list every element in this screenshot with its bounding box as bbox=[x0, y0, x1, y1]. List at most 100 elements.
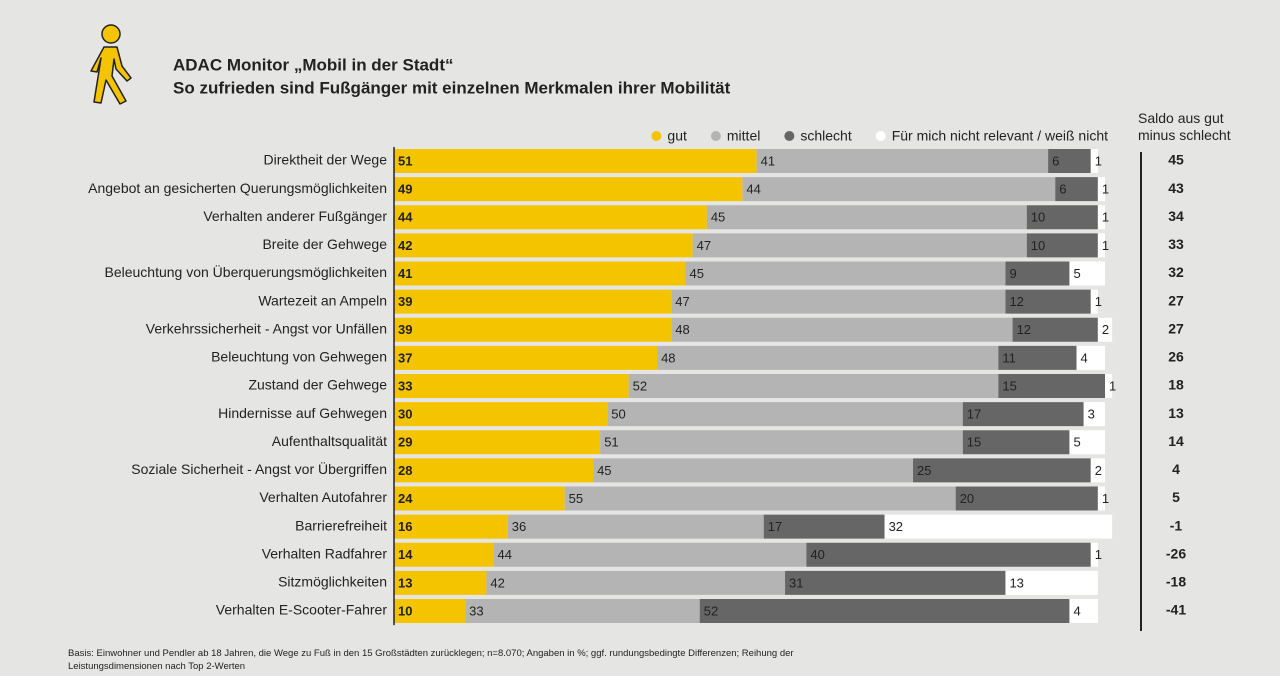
value-label: 2 bbox=[1102, 322, 1109, 337]
bar-segment bbox=[600, 430, 963, 455]
legend-label: gut bbox=[667, 128, 687, 144]
bar-segment bbox=[1069, 261, 1105, 286]
saldo-value: 45 bbox=[1168, 152, 1184, 168]
bar-segment bbox=[706, 205, 1027, 230]
bar-segment bbox=[806, 542, 1091, 567]
bar-segment bbox=[394, 177, 743, 202]
value-label: 44 bbox=[398, 210, 413, 225]
value-label: 5 bbox=[1073, 266, 1080, 281]
saldo-value: 5 bbox=[1172, 489, 1180, 505]
saldo-value: 27 bbox=[1168, 292, 1184, 308]
chart-subtitle: So zufrieden sind Fußgänger mit einzelne… bbox=[173, 78, 731, 97]
bar-segment bbox=[394, 402, 608, 427]
value-label: 12 bbox=[1009, 294, 1023, 309]
value-label: 39 bbox=[398, 322, 412, 337]
bar-segment bbox=[913, 458, 1091, 483]
saldo-value: -41 bbox=[1166, 602, 1186, 618]
value-label: 1 bbox=[1095, 294, 1102, 309]
legend-marker bbox=[710, 131, 721, 141]
category-label: Soziale Sicherheit - Angst vor Übergriff… bbox=[131, 460, 387, 477]
value-label: 11 bbox=[1002, 350, 1016, 365]
legend-marker bbox=[651, 131, 662, 141]
bar-segment bbox=[394, 261, 686, 286]
value-label: 44 bbox=[746, 182, 760, 197]
pedestrian-icon bbox=[90, 24, 132, 105]
bar-segment bbox=[394, 317, 672, 342]
bar-segment bbox=[1069, 430, 1105, 455]
category-label: Sitzmöglichkeiten bbox=[278, 574, 387, 590]
saldo-value: 43 bbox=[1168, 180, 1184, 196]
value-label: 1 bbox=[1102, 182, 1109, 197]
bar-segment bbox=[1083, 402, 1105, 427]
bar-segment bbox=[1005, 289, 1091, 314]
value-label: 1 bbox=[1095, 153, 1102, 168]
value-label: 45 bbox=[597, 463, 611, 478]
value-label: 10 bbox=[1031, 210, 1045, 225]
value-label: 30 bbox=[398, 407, 412, 422]
value-label: 33 bbox=[469, 603, 483, 618]
value-label: 1 bbox=[1102, 238, 1109, 253]
bar-segment bbox=[394, 289, 672, 314]
legend-label: mittel bbox=[727, 128, 760, 144]
bar-segment bbox=[742, 177, 1056, 202]
bar-segment bbox=[1090, 542, 1098, 567]
bar-segment bbox=[685, 261, 1006, 286]
value-label: 28 bbox=[398, 463, 412, 478]
bar-segment bbox=[394, 345, 658, 370]
value-label: 3 bbox=[1088, 407, 1095, 422]
legend-marker bbox=[784, 131, 795, 141]
value-label: 13 bbox=[398, 575, 412, 590]
bar-segment bbox=[394, 149, 757, 173]
value-label: 37 bbox=[398, 350, 412, 365]
value-label: 4 bbox=[1081, 350, 1088, 365]
value-label: 47 bbox=[697, 238, 711, 253]
bar-segment bbox=[564, 486, 956, 511]
bar-segment bbox=[394, 430, 601, 455]
value-label: 5 bbox=[1073, 435, 1080, 450]
bar-segment bbox=[394, 542, 494, 567]
legend-label: Für mich nicht relevant / weiß nicht bbox=[892, 128, 1108, 144]
bar-segment bbox=[394, 570, 487, 595]
bar-segment bbox=[1097, 317, 1113, 342]
value-label: 48 bbox=[661, 350, 675, 365]
value-label: 1 bbox=[1102, 491, 1109, 506]
value-label: 49 bbox=[398, 182, 412, 197]
bar-segment bbox=[593, 458, 914, 483]
bar-segment bbox=[493, 542, 807, 567]
category-label: Hindernisse auf Gehwegen bbox=[218, 405, 387, 421]
saldo-value: -26 bbox=[1166, 545, 1186, 561]
category-label: Direktheit der Wege bbox=[264, 152, 388, 168]
saldo-value: 34 bbox=[1168, 208, 1184, 224]
saldo-value: 18 bbox=[1168, 377, 1184, 393]
saldo-value: -1 bbox=[1170, 517, 1183, 533]
bar-segment bbox=[962, 402, 1084, 427]
value-label: 15 bbox=[1002, 378, 1016, 393]
category-label: Aufenthaltsqualität bbox=[272, 433, 387, 449]
category-label: Verhalten Radfahrer bbox=[262, 545, 388, 561]
value-label: 42 bbox=[398, 238, 412, 253]
bar-segment bbox=[671, 289, 1006, 314]
bar-segment bbox=[1026, 233, 1098, 258]
value-label: 12 bbox=[1017, 322, 1031, 337]
bar-segment bbox=[1105, 374, 1113, 398]
saldo-title: Saldo aus gut minus schlecht bbox=[1138, 110, 1231, 143]
value-label: 45 bbox=[711, 210, 725, 225]
bar-segment bbox=[1012, 317, 1098, 342]
value-label: 20 bbox=[960, 491, 974, 506]
value-label: 9 bbox=[1009, 266, 1016, 281]
bar-segment bbox=[394, 205, 707, 230]
bar-segment bbox=[1005, 261, 1070, 286]
bar-segment bbox=[394, 458, 594, 483]
bar-segment bbox=[394, 599, 466, 623]
value-label: 36 bbox=[512, 519, 526, 534]
category-label: Wartezeit an Ampeln bbox=[258, 292, 387, 308]
bar-segment bbox=[1090, 458, 1105, 483]
value-label: 17 bbox=[768, 519, 782, 534]
bar-segment bbox=[671, 317, 1013, 342]
bar-segment bbox=[1048, 149, 1091, 173]
value-label: 31 bbox=[789, 575, 803, 590]
value-label: 14 bbox=[398, 547, 413, 562]
bar-segment bbox=[998, 374, 1105, 398]
value-label: 4 bbox=[1073, 603, 1080, 618]
